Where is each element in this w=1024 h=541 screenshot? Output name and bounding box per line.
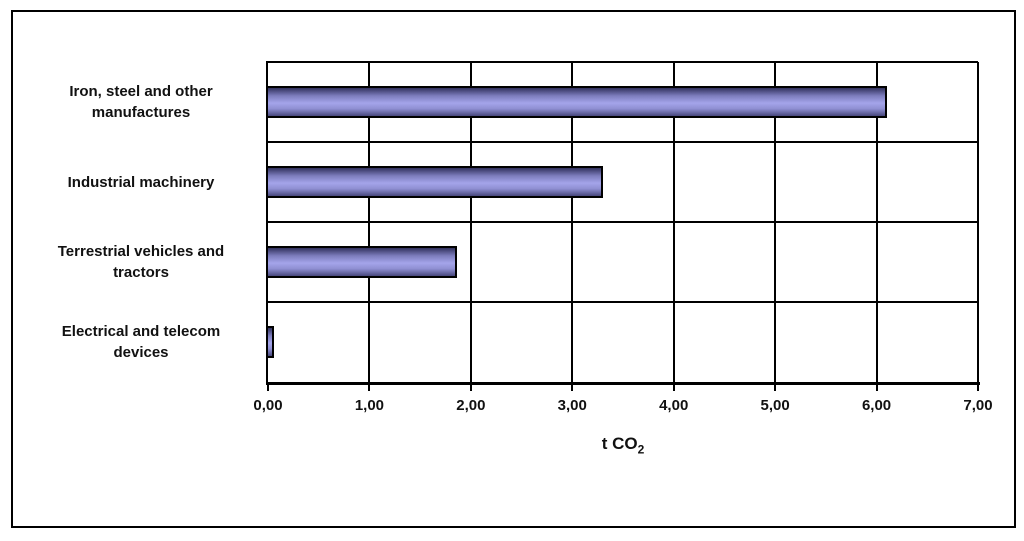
x-axis-tick bbox=[977, 385, 979, 391]
gridline-vertical bbox=[469, 62, 472, 382]
y-axis-line bbox=[266, 62, 268, 382]
gridline-horizontal bbox=[266, 61, 978, 63]
data-bar bbox=[266, 326, 275, 358]
data-bar bbox=[266, 86, 887, 118]
x-tick-label: 4,00 bbox=[659, 397, 689, 414]
gridline-horizontal bbox=[266, 141, 978, 143]
x-tick-label: 0,00 bbox=[253, 397, 283, 414]
gridline-vertical bbox=[368, 62, 371, 382]
category-label: Industrial machinery bbox=[67, 173, 215, 191]
category-label: Electrical and telecom devices bbox=[61, 323, 221, 361]
x-tick-label: 3,00 bbox=[557, 397, 587, 414]
x-axis-tick bbox=[672, 385, 675, 391]
x-axis-tick bbox=[267, 385, 269, 391]
x-axis-title-text: t CO bbox=[601, 434, 638, 453]
gridline-horizontal bbox=[266, 221, 978, 223]
x-tick-label: 5,00 bbox=[760, 397, 790, 414]
x-axis-line bbox=[266, 382, 980, 385]
x-axis-title-subscript: 2 bbox=[637, 442, 645, 457]
x-axis-tick bbox=[469, 385, 472, 391]
category-label: Terrestrial vehicles and tractors bbox=[57, 243, 225, 281]
category-label: Iron, steel and other manufactures bbox=[69, 83, 213, 121]
data-bar bbox=[266, 166, 603, 198]
gridline-vertical bbox=[977, 62, 979, 382]
x-axis-tick bbox=[875, 385, 878, 391]
x-tick-label: 7,00 bbox=[963, 397, 993, 414]
x-tick-label: 6,00 bbox=[861, 397, 892, 414]
gridline-horizontal bbox=[266, 301, 978, 303]
gridline-vertical bbox=[774, 62, 777, 382]
x-axis-title: t CO2 bbox=[268, 434, 978, 456]
gridline-vertical bbox=[875, 62, 878, 382]
x-axis-tick bbox=[774, 385, 777, 391]
gridline-vertical bbox=[672, 62, 675, 382]
x-tick-label: 2,00 bbox=[456, 397, 486, 414]
x-axis-tick bbox=[571, 385, 574, 391]
gridline-vertical bbox=[571, 62, 574, 382]
x-axis-tick bbox=[368, 385, 371, 391]
data-bar bbox=[266, 246, 457, 278]
x-tick-label: 1,00 bbox=[354, 397, 385, 414]
